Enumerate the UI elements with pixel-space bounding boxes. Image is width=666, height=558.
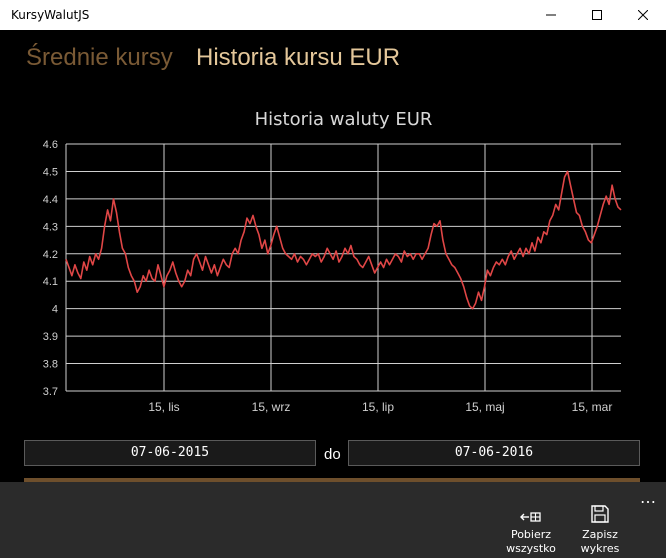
download-all-label-2: wszystko xyxy=(506,542,556,555)
x-tick-label: 15, wrz xyxy=(252,400,291,414)
title-bar: KursyWalutJS xyxy=(0,0,666,30)
x-tick-label: 15, maj xyxy=(465,400,504,414)
date-range-separator: do xyxy=(324,446,341,463)
chart-title: Historia waluty EUR xyxy=(255,109,433,130)
x-tick-label: 15, lip xyxy=(362,400,394,414)
close-button[interactable] xyxy=(620,0,666,30)
minimize-icon xyxy=(546,14,556,16)
download-all-label-1: Pobierz xyxy=(510,528,552,541)
y-tick-label: 4.3 xyxy=(43,221,58,233)
y-tick-label: 4.1 xyxy=(43,276,58,288)
progress-bar xyxy=(24,478,640,482)
maximize-button[interactable] xyxy=(574,0,620,30)
tab-eur-history[interactable]: Historia kursu EUR xyxy=(196,44,401,71)
close-icon xyxy=(638,10,648,20)
download-all-button[interactable]: Pobierz wszystko xyxy=(500,494,562,556)
save-chart-button[interactable]: Zapisz wykres xyxy=(570,494,630,556)
floppy-disk-icon xyxy=(591,505,609,523)
x-tick-label: 15, mar xyxy=(572,400,613,414)
maximize-icon xyxy=(592,10,602,20)
y-tick-label: 4.6 xyxy=(43,139,58,151)
y-tick-label: 4.5 xyxy=(43,166,58,178)
y-tick-label: 3.7 xyxy=(43,386,58,398)
date-to-field[interactable]: 07-06-2016 xyxy=(348,440,640,466)
y-tick-label: 4.2 xyxy=(43,249,58,261)
y-tick-label: 4 xyxy=(52,304,58,316)
window-title: KursyWalutJS xyxy=(11,8,90,22)
series-line xyxy=(65,170,622,310)
download-all-icon xyxy=(520,512,541,522)
y-tick-label: 4.4 xyxy=(43,194,58,206)
save-chart-label-1: Zapisz xyxy=(582,528,618,541)
tab-average-rates[interactable]: Średnie kursy xyxy=(26,44,173,71)
x-tick-label: 15, lis xyxy=(148,400,179,414)
y-tick-label: 3.9 xyxy=(43,331,58,343)
y-tick-label: 3.8 xyxy=(43,359,58,371)
minimize-button[interactable] xyxy=(528,0,574,30)
history-chart: Historia waluty EUR 3.7 3.8 3.9 4 4.1 4.2 4.3 4.… xyxy=(43,109,622,414)
more-options-button[interactable]: ⋯ xyxy=(640,494,657,511)
app-bar: Pobierz wszystko Zapisz wykres xyxy=(0,482,666,558)
save-chart-label-2: wykres xyxy=(580,542,620,555)
date-from-field[interactable]: 07-06-2015 xyxy=(24,440,316,466)
